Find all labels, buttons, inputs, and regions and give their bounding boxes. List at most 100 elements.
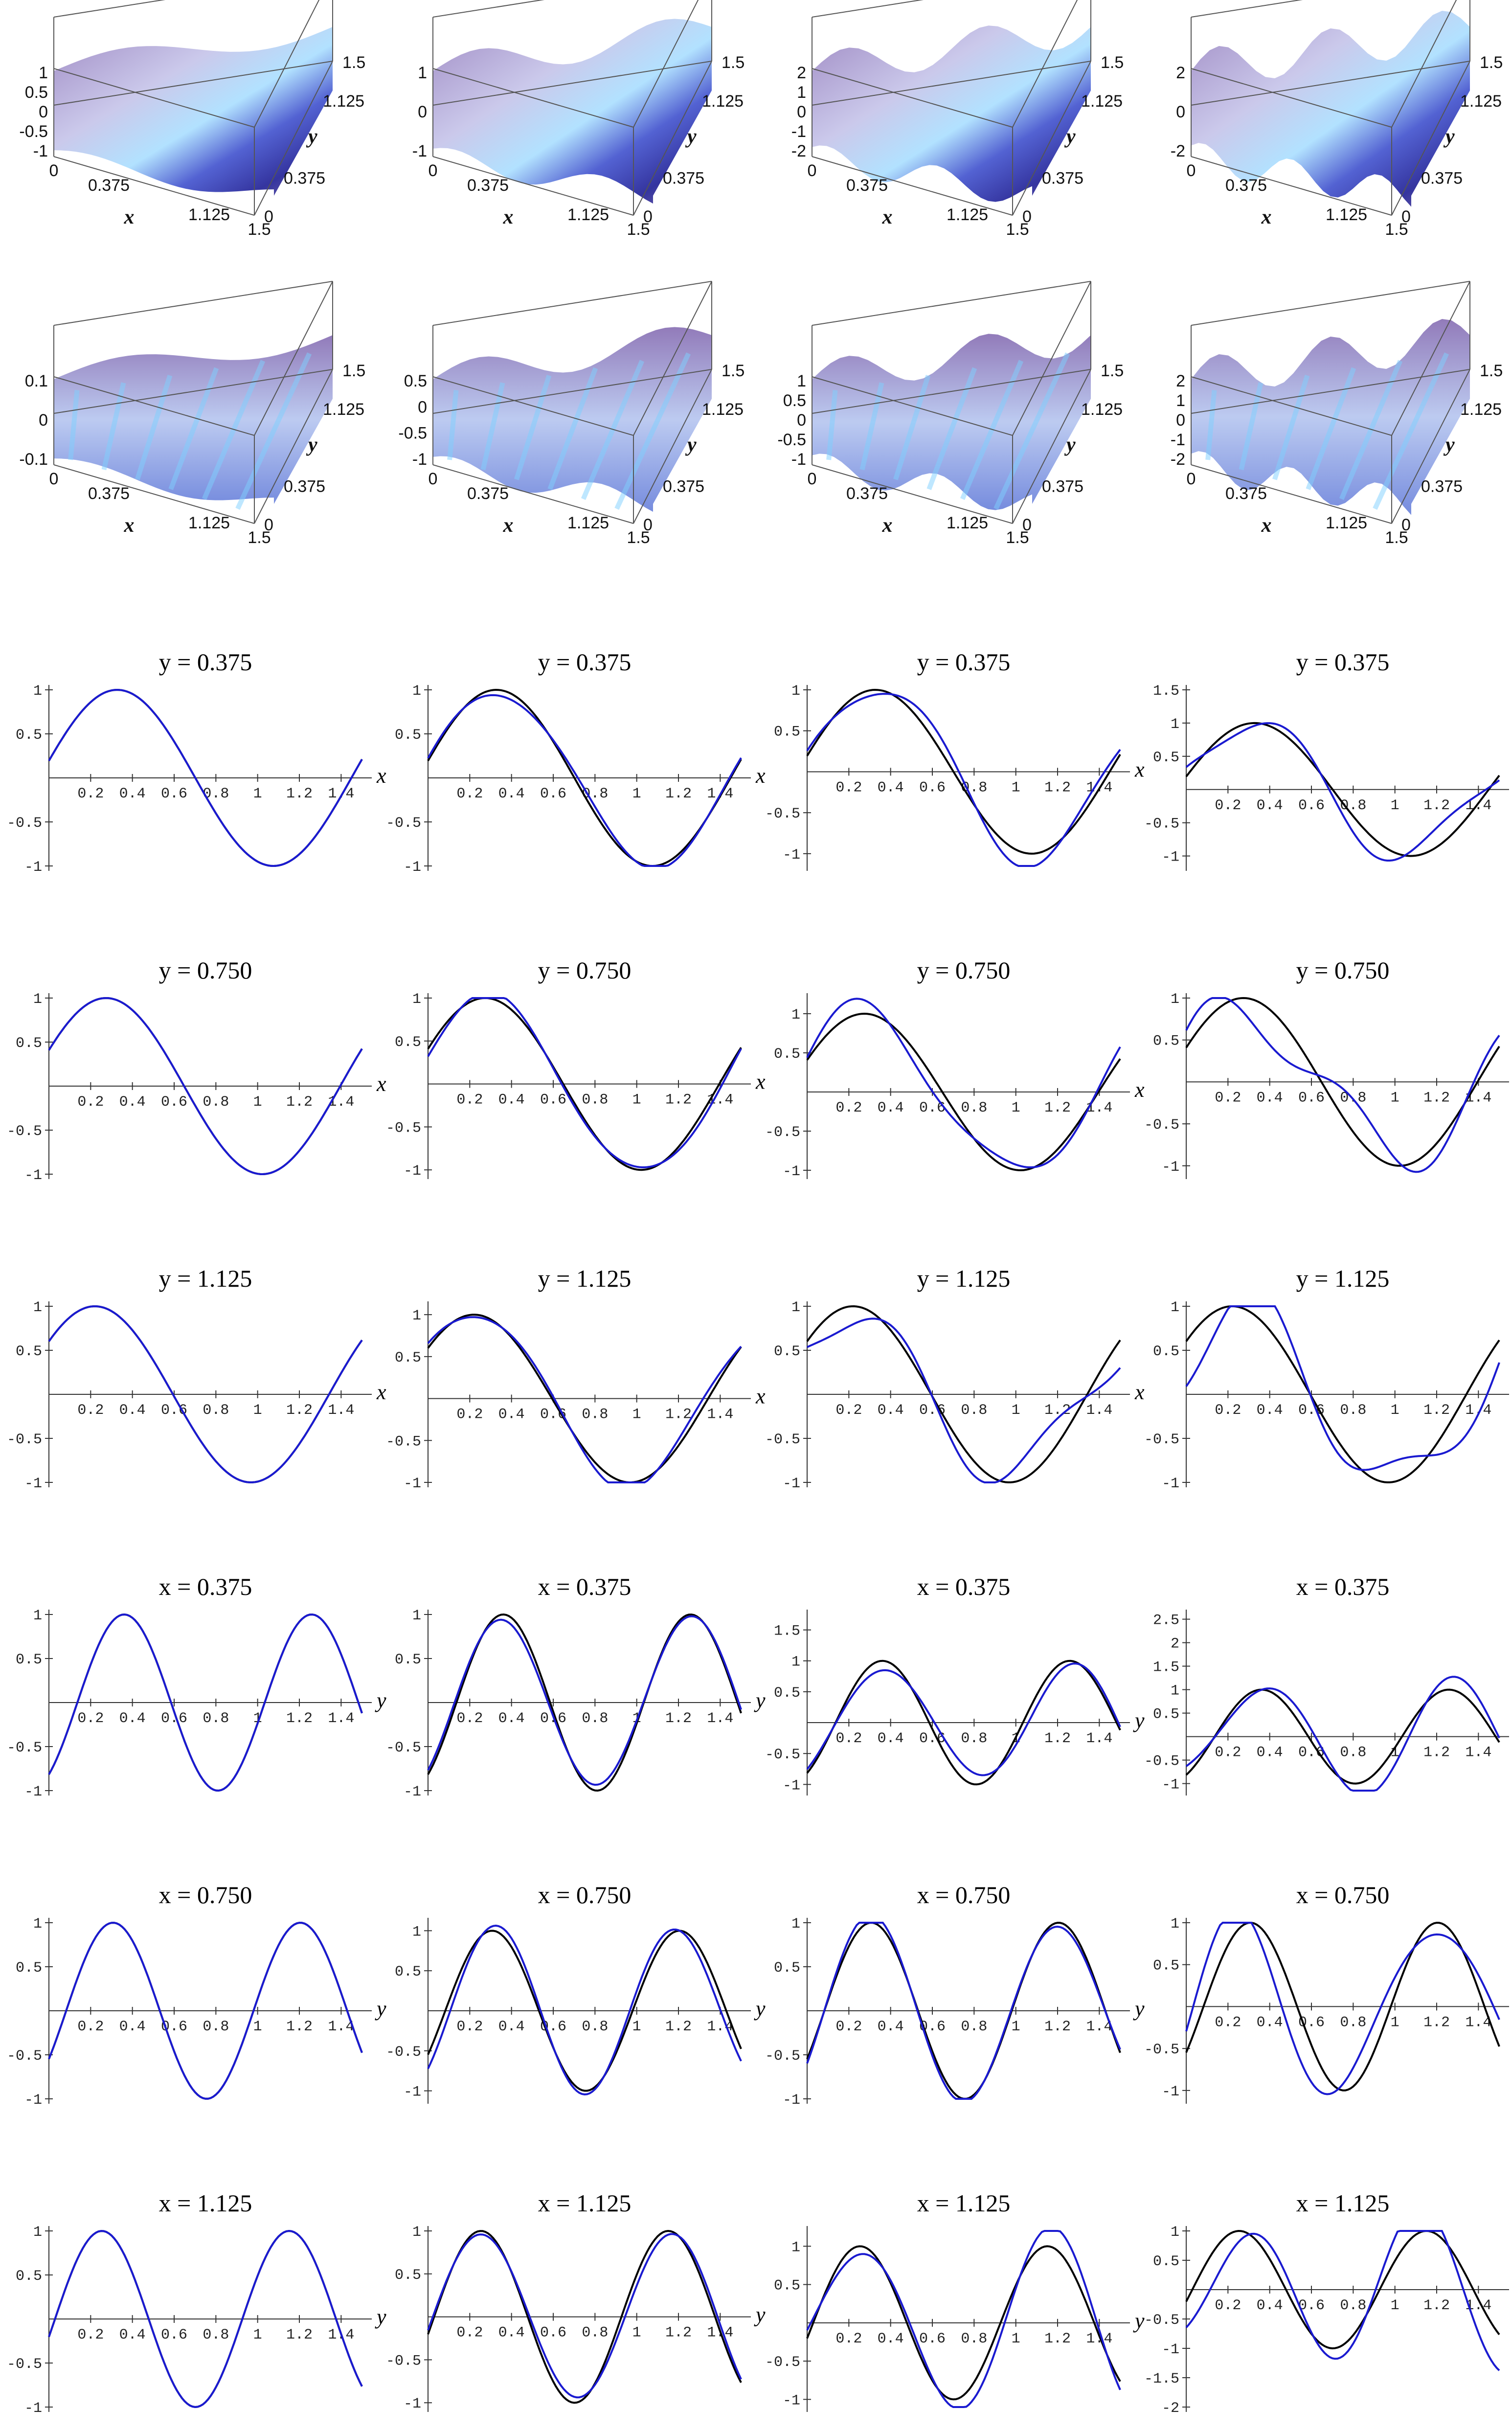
y-tick-label: 1 <box>33 991 42 1008</box>
x-tick-label: 0.2 <box>1215 1090 1241 1106</box>
z-tick-label: -1 <box>791 122 806 141</box>
y-tick-label: -1 <box>24 1476 42 1492</box>
exact-curve <box>806 2245 1121 2401</box>
x-tick-label: 0 <box>1187 470 1196 488</box>
x-tick-label: 0.8 <box>961 1100 987 1116</box>
z-tick-label: 0.1 <box>25 372 48 390</box>
z-tick-label: 0 <box>418 103 427 121</box>
y-tick-label: -1 <box>783 847 800 864</box>
panel-title: y = 1.125 <box>538 1265 632 1292</box>
surface-mesh <box>54 335 333 504</box>
panel-title: x = 0.750 <box>1296 1881 1390 1909</box>
x-tick-label: 1.125 <box>947 514 988 532</box>
box-edge <box>812 281 1091 326</box>
y-tick-label: -0.5 <box>7 1432 42 1448</box>
x-tick-label: 1 <box>1391 797 1399 814</box>
y-tick-label: 1.5 <box>342 53 365 72</box>
x-tick-label: 1.4 <box>328 786 354 802</box>
axis-name: x <box>376 1380 386 1404</box>
y-tick-label: 0.5 <box>1153 750 1179 766</box>
axis-name: x <box>376 764 386 788</box>
exact-curve <box>806 1659 1121 1786</box>
x-tick-label: 0.375 <box>846 484 888 503</box>
surface-ripple <box>480 382 505 471</box>
line-panel: x = 0.375y0.20.40.60.811.21.42.521.510.5… <box>1144 1573 1509 1796</box>
panel-title: y = 0.750 <box>1296 956 1390 984</box>
x-tick-label: 1 <box>253 2327 262 2343</box>
axis-name: x <box>1134 1078 1145 1102</box>
y-tick-label: 0.375 <box>1421 169 1463 187</box>
x-tick-label: 0.6 <box>161 1094 187 1111</box>
panel-title: x = 1.125 <box>538 2189 632 2217</box>
panel-title: y = 0.375 <box>917 648 1011 676</box>
x-tick-label: 1 <box>1012 779 1020 796</box>
x-tick-label: 1 <box>1391 1402 1399 1419</box>
box-edge <box>1191 0 1303 18</box>
x-tick-label: 0.8 <box>1340 1745 1366 1761</box>
x-axis-label: x <box>503 514 514 537</box>
y-tick-label: 1 <box>791 2239 800 2256</box>
approx-curve <box>427 2233 742 2399</box>
z-tick-label: -1 <box>1171 431 1185 449</box>
axis-name: y <box>1133 2309 1145 2333</box>
y-tick-label: 0.375 <box>1421 477 1463 496</box>
x-tick-label: 0.6 <box>540 1092 566 1109</box>
box-edge <box>1191 281 1470 326</box>
x-tick-label: 0 <box>49 161 59 180</box>
surface-ripple <box>135 375 173 480</box>
panel-title: x = 0.375 <box>917 1573 1011 1600</box>
z-tick-label: 2 <box>1176 64 1185 82</box>
x-tick-label: 0.4 <box>1257 797 1283 814</box>
x-tick-label: 1.4 <box>328 1710 354 1727</box>
x-tick-label: 0.2 <box>1215 1402 1241 1419</box>
x-tick-label: 0.375 <box>88 176 130 195</box>
x-tick-label: 0.4 <box>878 1730 904 1747</box>
approx-curve <box>1185 1676 1500 1792</box>
x-tick-label: 0.6 <box>919 2331 946 2347</box>
y-tick-label: -1 <box>404 2084 421 2101</box>
x-tick-label: 1.2 <box>665 2325 692 2341</box>
x-tick-label: 0.4 <box>878 2331 904 2347</box>
approx-curve <box>1185 2230 1500 2371</box>
box-edge <box>812 369 1091 414</box>
y-tick-label: 1 <box>1171 991 1179 1008</box>
surface-mesh <box>433 327 712 512</box>
y-tick-label: -1 <box>1162 2084 1179 2100</box>
box-edge <box>432 68 634 128</box>
y-tick-label: 1 <box>33 1299 42 1316</box>
x-axis-label: x <box>1261 206 1272 228</box>
x-tick-label: 1 <box>1391 2014 1399 2031</box>
axis-name: y <box>375 1688 386 1712</box>
x-tick-label: 1.2 <box>286 786 313 802</box>
x-tick-label: 1 <box>253 1402 262 1419</box>
z-tick-label: -0.5 <box>777 431 806 449</box>
x-axis-label: x <box>503 206 514 228</box>
y-tick-label: 2 <box>1171 1636 1179 1653</box>
surface-ripple <box>1339 360 1403 500</box>
y-tick-label: -1 <box>24 2400 42 2417</box>
x-tick-label: 0.6 <box>540 2325 566 2341</box>
x-tick-label: 0.4 <box>498 1710 525 1727</box>
exact-curve <box>427 2229 742 2404</box>
surface-ripple <box>826 390 838 460</box>
y-tick-label: 1.125 <box>702 400 744 419</box>
box-edge <box>432 376 634 436</box>
x-tick-label: 0.2 <box>77 786 104 802</box>
x-tick-label: 1.2 <box>1044 779 1071 796</box>
x-tick-label: 0.4 <box>878 779 904 796</box>
y-tick-label: 0.375 <box>663 169 704 187</box>
x-tick-label: 0.8 <box>961 1730 987 1747</box>
approx-curve <box>1185 997 1500 1173</box>
y-tick-label: -1 <box>1162 2341 1179 2358</box>
y-tick-label: -1 <box>24 859 42 876</box>
axis-name: x <box>755 764 766 788</box>
x-tick-label: 0.8 <box>1340 1402 1366 1419</box>
surface-ripple <box>960 360 1024 500</box>
z-tick-label: 0 <box>797 103 806 121</box>
surface-ripple <box>1373 352 1449 510</box>
y-tick-label: 1 <box>1171 1299 1179 1316</box>
x-tick-label: 1.125 <box>567 514 609 532</box>
y-tick-label: 1 <box>412 991 421 1008</box>
